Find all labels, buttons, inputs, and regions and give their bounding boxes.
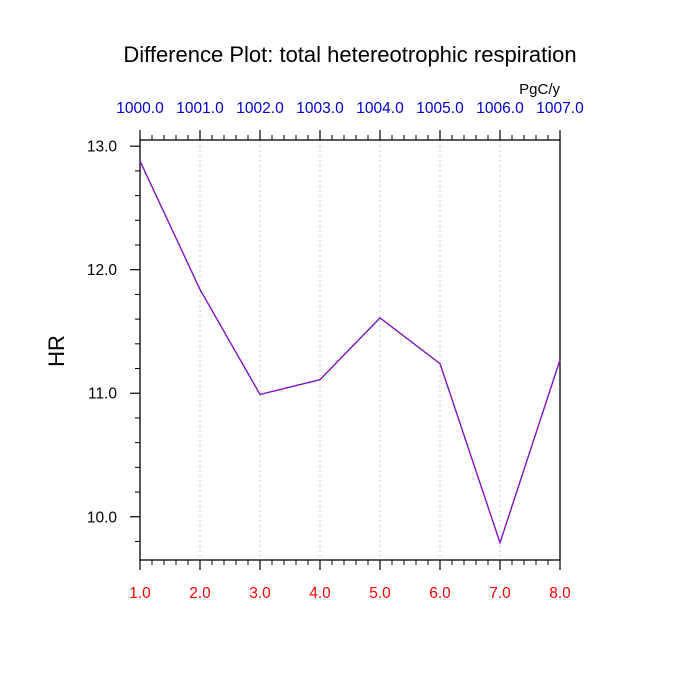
x-tick-label: 1.0 <box>129 585 151 602</box>
plot-frame <box>139 139 561 561</box>
y-tick-label: 13.0 <box>87 139 118 156</box>
chart-title: Difference Plot: total hetereotrophic re… <box>123 42 576 67</box>
top-tick-label: 1002.0 <box>236 100 284 117</box>
y-tick-label: 11.0 <box>88 386 117 403</box>
y-axis-label: HR <box>44 335 69 367</box>
top-tick-label: 1006.0 <box>476 100 524 117</box>
series-line <box>139 160 561 544</box>
x-tick-label: 4.0 <box>309 585 331 602</box>
x-tick-label: 3.0 <box>249 585 271 602</box>
x-tick-label: 2.0 <box>189 585 211 602</box>
top-tick-label: 1005.0 <box>416 100 464 117</box>
series-layer <box>139 160 561 545</box>
top-tick-label: 1007.0 <box>536 100 584 117</box>
y-tick-label: 10.0 <box>87 509 118 526</box>
x-tick-label: 8.0 <box>549 585 571 602</box>
units-label: PgC/y <box>519 81 560 98</box>
x-tick-label: 6.0 <box>429 585 451 602</box>
major-ticks <box>130 130 561 570</box>
minor-ticks <box>135 135 549 565</box>
series-line-dash <box>139 160 561 545</box>
top-tick-label: 1004.0 <box>356 100 404 117</box>
top-tick-label: 1000.0 <box>116 100 164 117</box>
top-tick-label: 1003.0 <box>296 100 344 117</box>
top-tick-label: 1001.0 <box>176 100 224 117</box>
y-tick-label: 12.0 <box>87 262 118 279</box>
x-tick-label: 7.0 <box>489 585 511 602</box>
x-tick-label: 5.0 <box>369 585 391 602</box>
tick-labels: 1.0 1000.0 2.0 1001.0 3.0 1002.0 4.0 1003.0 5.0 1… <box>87 100 584 602</box>
grid-lines <box>199 140 501 560</box>
